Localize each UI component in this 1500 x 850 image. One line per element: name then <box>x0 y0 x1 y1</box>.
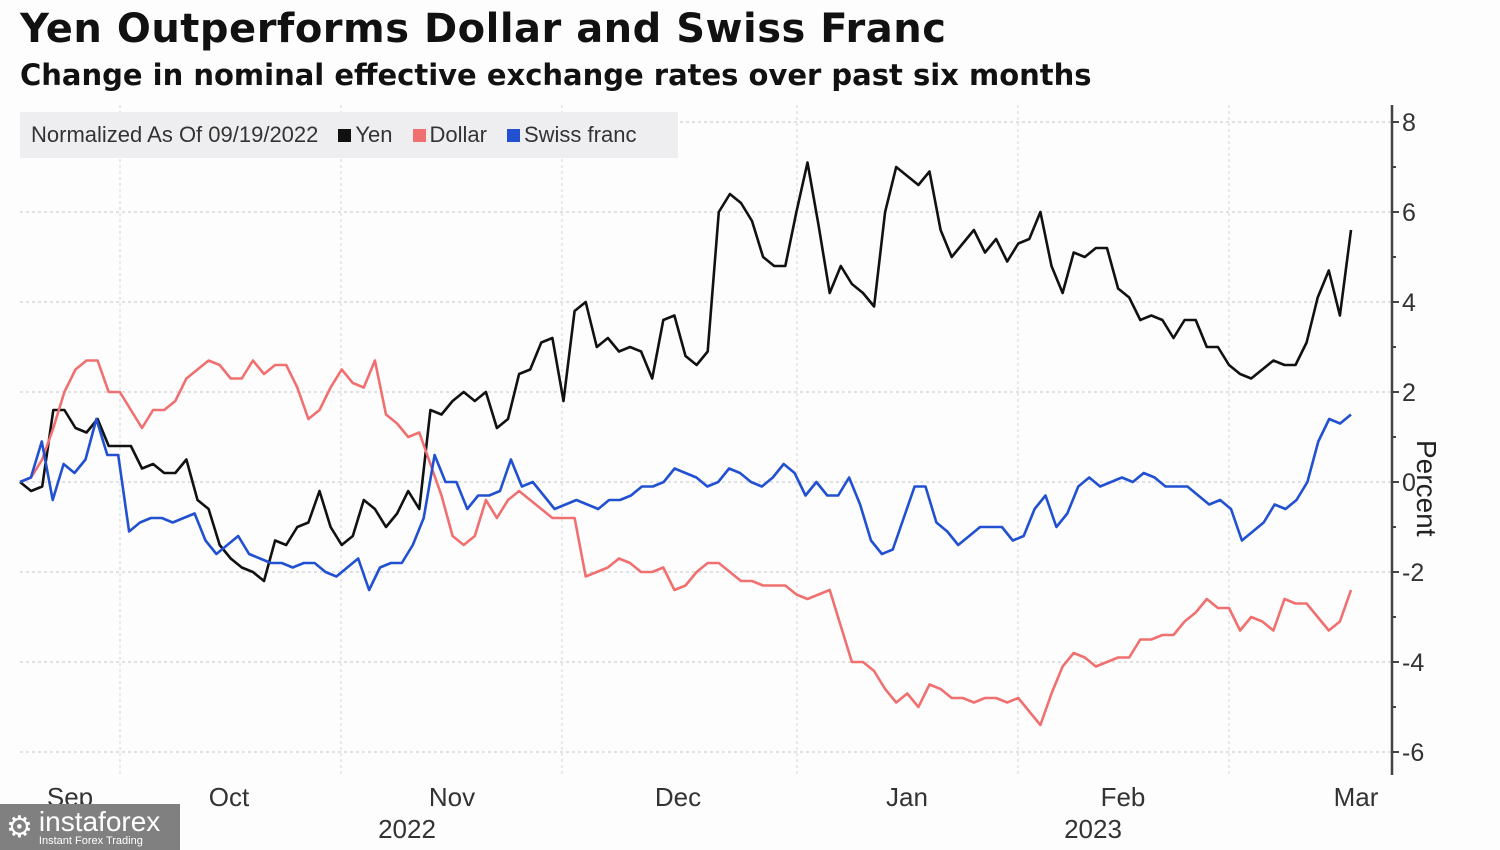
series-lines <box>19 161 1353 727</box>
gear-logo-icon: ⚙ <box>6 809 33 845</box>
y-tick-label: 0 <box>1402 469 1416 497</box>
x-year-label: 2022 <box>378 814 436 844</box>
legend-swatch-dollar <box>412 128 426 142</box>
legend-item-yen: Yen <box>338 122 393 148</box>
legend: Normalized As Of 09/19/2022 Yen Dollar S… <box>20 112 678 158</box>
legend-note: Normalized As Of 09/19/2022 <box>31 122 319 147</box>
gridlines <box>20 105 1392 775</box>
y-tick-label: -2 <box>1402 559 1424 587</box>
y-tick-label: 8 <box>1402 109 1416 137</box>
series-line-dollar <box>19 359 1353 727</box>
x-tick-label: Mar <box>1334 782 1379 812</box>
legend-label: Swiss franc <box>523 122 637 147</box>
legend-swatch-swiss-franc <box>506 128 520 142</box>
y-axis-label: Percent <box>1411 440 1442 537</box>
y-tick-label: -6 <box>1402 739 1424 767</box>
chart-title: Yen Outperforms Dollar and Swiss Franc <box>20 6 947 52</box>
series-line-swiss-franc <box>19 413 1352 592</box>
y-axis: 8 6 4 2 0 -2 -4 -6 <box>1390 105 1424 775</box>
instaforex-watermark: ⚙ instaforex Instant Forex Trading <box>0 804 180 850</box>
y-tick-label: 4 <box>1402 289 1416 317</box>
legend-label: Yen <box>355 122 393 147</box>
y-tick-label: 6 <box>1402 199 1416 227</box>
x-tick-label: Jan <box>886 782 928 812</box>
legend-label: Dollar <box>429 122 487 147</box>
series-line-yen <box>19 161 1353 583</box>
x-tick-label: Feb <box>1101 782 1146 812</box>
chart-subtitle: Change in nominal effective exchange rat… <box>20 58 1092 92</box>
legend-swatch-yen <box>338 128 352 142</box>
watermark-tagline: Instant Forex Trading <box>38 834 143 847</box>
x-tick-label: Dec <box>655 782 701 812</box>
x-tick-label: Nov <box>429 782 475 812</box>
y-tick-label: -4 <box>1402 649 1424 677</box>
legend-item-dollar: Dollar <box>412 122 487 148</box>
x-tick-label: Oct <box>209 782 250 812</box>
x-year-label: 2023 <box>1064 814 1122 844</box>
legend-item-swiss-franc: Swiss franc <box>506 122 637 148</box>
y-tick-label: 2 <box>1402 379 1416 407</box>
watermark-brand: instaforex <box>38 805 161 837</box>
